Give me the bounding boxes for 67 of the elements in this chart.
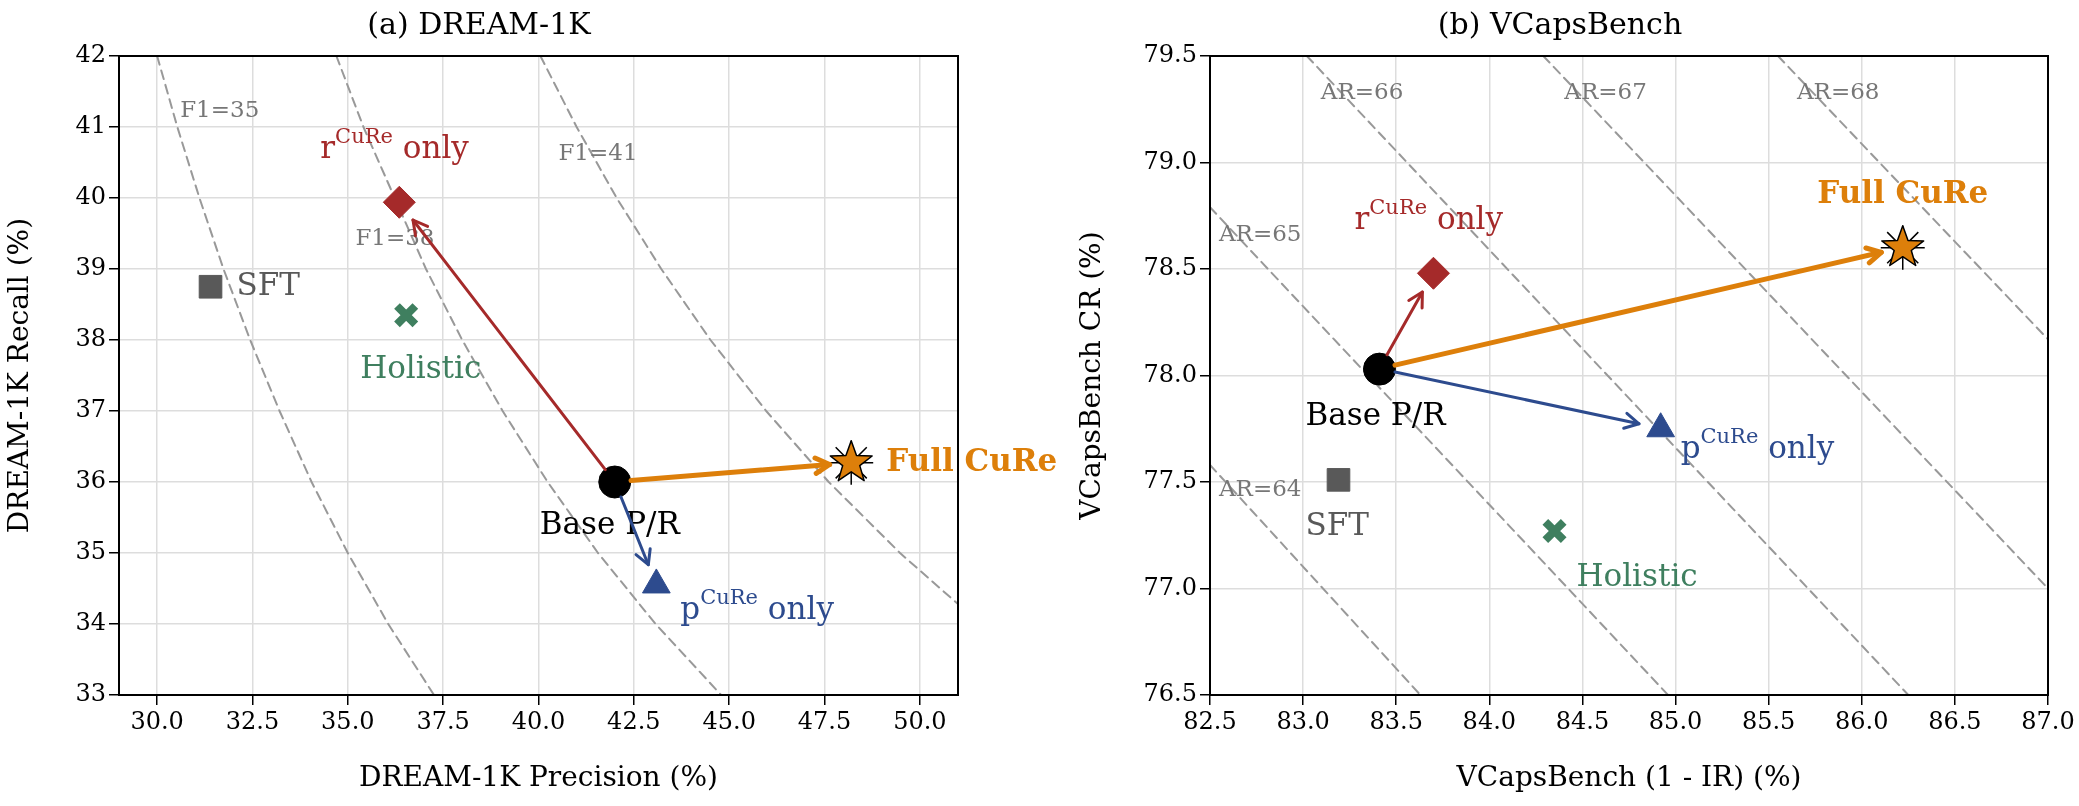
x-tick-label: 40.0 <box>511 706 566 735</box>
x-tick-label: 83.0 <box>1276 706 1330 735</box>
series-label: AR=68 <box>1795 77 1880 104</box>
point <box>641 568 671 594</box>
y-tick-label: 42 <box>75 40 106 69</box>
y-tick-label: 39 <box>75 253 106 282</box>
series-label: SFT <box>236 265 301 302</box>
y-tick-label: 77.0 <box>1143 572 1197 601</box>
y-tick-label: 76.5 <box>1143 679 1197 708</box>
y-tick-label: 79.0 <box>1143 146 1197 175</box>
series-label: Base P/R <box>1305 396 1448 433</box>
point <box>1541 517 1568 545</box>
x-axis-title: DREAM-1K Precision (%) <box>359 760 718 794</box>
y-tick-label: 77.5 <box>1143 466 1197 495</box>
x-axis-title: VCapsBench (1 - IR) (%) <box>1455 760 1802 794</box>
point <box>598 465 632 499</box>
x-tick-label: 50.0 <box>893 706 947 735</box>
y-tick-label: 41 <box>75 111 106 140</box>
x-tick-label: 37.5 <box>416 706 470 735</box>
y-tick-label: 78.5 <box>1143 253 1197 282</box>
x-tick-label: 32.5 <box>225 706 280 735</box>
y-tick-label: 35 <box>75 537 106 566</box>
series-label: AR=67 <box>1563 77 1647 104</box>
y-axis-title: DREAM-1K Recall (%) <box>2 217 36 534</box>
x-tick-label: 86.0 <box>1835 706 1889 735</box>
y-tick-label: 37 <box>75 395 106 424</box>
x-tick-label: 45.0 <box>702 706 756 735</box>
y-tick-label: 79.5 <box>1143 40 1197 69</box>
point <box>1881 224 1925 267</box>
x-tick-label: 82.5 <box>1183 706 1237 735</box>
series-label: Holistic <box>360 349 482 386</box>
point <box>382 185 416 219</box>
point <box>1326 468 1351 492</box>
x-tick-label: 87.0 <box>2021 706 2075 735</box>
point <box>1416 256 1450 290</box>
series-label: F1=35 <box>180 95 260 122</box>
y-tick-label: 34 <box>75 608 106 637</box>
x-tick-label: 47.5 <box>797 706 852 735</box>
series-label: Full CuRe <box>1817 173 1989 210</box>
series-label: AR=66 <box>1319 77 1404 104</box>
x-tick-label: 42.5 <box>607 706 661 735</box>
x-tick-label: 86.5 <box>1928 706 1982 735</box>
x-tick-label: 85.0 <box>1648 706 1703 735</box>
point <box>198 274 223 299</box>
x-tick-label: 35.0 <box>321 706 375 735</box>
chart-title: (b) VCapsBench <box>1437 5 1683 41</box>
x-tick-label: 30.0 <box>130 706 184 735</box>
y-tick-label: 78.0 <box>1143 359 1197 388</box>
series-label: Holistic <box>1576 557 1698 594</box>
series-label: SFT <box>1305 505 1370 542</box>
series-label: AR=64 <box>1218 474 1302 501</box>
chart-title: (a) DREAM-1K <box>367 5 592 41</box>
y-tick-label: 40 <box>75 182 106 211</box>
legend-label: Full CuRe <box>886 441 1058 478</box>
x-tick-label: 85.5 <box>1741 706 1796 735</box>
y-tick-label: 36 <box>75 466 106 495</box>
series-label: F1=41 <box>558 138 638 165</box>
x-tick-label: 84.5 <box>1555 706 1610 735</box>
y-tick-label: 33 <box>75 679 106 708</box>
x-tick-label: 83.5 <box>1369 706 1423 735</box>
series-label: AR=65 <box>1218 220 1302 247</box>
x-tick-label: 84.0 <box>1462 706 1517 735</box>
point <box>392 301 420 329</box>
point <box>1362 352 1396 386</box>
y-tick-label: 38 <box>75 324 106 353</box>
y-axis-title: VCapsBench CR (%) <box>1074 231 1108 521</box>
point <box>829 440 873 482</box>
